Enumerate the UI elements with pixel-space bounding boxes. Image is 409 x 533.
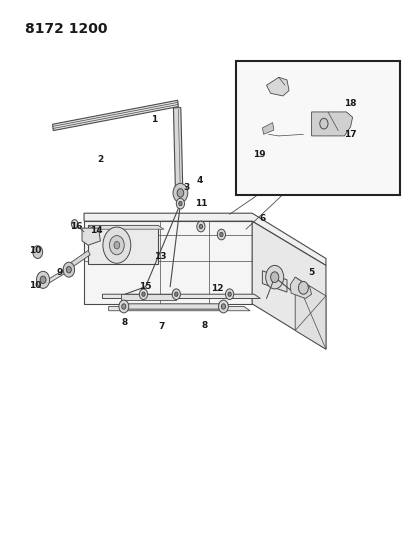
Circle shape: [270, 272, 278, 282]
Polygon shape: [294, 277, 325, 349]
Text: 7: 7: [158, 322, 165, 330]
Circle shape: [199, 224, 202, 229]
Text: 18: 18: [344, 100, 356, 108]
Text: 3: 3: [183, 183, 189, 192]
Circle shape: [176, 198, 184, 209]
Polygon shape: [173, 108, 182, 193]
Polygon shape: [82, 228, 100, 245]
Polygon shape: [311, 112, 352, 136]
Text: 14: 14: [90, 226, 102, 235]
Text: 10: 10: [29, 246, 41, 255]
Bar: [235, 61, 399, 195]
Text: 1: 1: [150, 116, 157, 124]
Circle shape: [218, 300, 228, 313]
Circle shape: [173, 183, 187, 203]
Polygon shape: [102, 294, 260, 298]
Circle shape: [33, 246, 43, 259]
Circle shape: [217, 229, 225, 240]
Circle shape: [172, 289, 180, 300]
Circle shape: [103, 227, 130, 263]
Text: 8: 8: [121, 318, 128, 327]
Text: 19: 19: [252, 150, 265, 159]
Circle shape: [121, 304, 126, 309]
Text: 2: 2: [97, 156, 103, 164]
Polygon shape: [121, 294, 176, 300]
Circle shape: [221, 304, 225, 309]
Circle shape: [319, 118, 327, 129]
Polygon shape: [108, 306, 249, 311]
Polygon shape: [88, 225, 164, 229]
Text: 16: 16: [70, 222, 82, 231]
Polygon shape: [252, 221, 325, 349]
Text: 12: 12: [211, 285, 223, 293]
Circle shape: [139, 289, 147, 300]
Text: 11: 11: [195, 199, 207, 208]
Polygon shape: [52, 100, 178, 131]
Polygon shape: [262, 271, 286, 292]
Circle shape: [178, 201, 182, 206]
Text: 10: 10: [29, 281, 41, 289]
Text: 6: 6: [258, 214, 265, 223]
Circle shape: [114, 241, 119, 249]
Circle shape: [225, 289, 233, 300]
Text: 15: 15: [139, 282, 151, 291]
Circle shape: [219, 232, 222, 237]
Text: 8: 8: [201, 321, 208, 329]
Polygon shape: [266, 77, 288, 96]
Polygon shape: [63, 251, 90, 272]
Text: 4: 4: [196, 176, 203, 184]
Circle shape: [265, 265, 283, 289]
Circle shape: [227, 292, 231, 296]
Text: 17: 17: [344, 130, 356, 139]
Polygon shape: [84, 213, 325, 265]
Circle shape: [66, 266, 71, 273]
Text: 9: 9: [56, 269, 63, 277]
Circle shape: [142, 292, 145, 296]
Polygon shape: [290, 277, 311, 298]
Circle shape: [119, 300, 128, 313]
Polygon shape: [88, 225, 157, 264]
Circle shape: [71, 220, 78, 228]
Text: 5: 5: [308, 269, 314, 277]
Text: 13: 13: [153, 253, 166, 261]
Circle shape: [63, 262, 74, 277]
Circle shape: [109, 236, 124, 255]
Polygon shape: [262, 123, 273, 134]
Circle shape: [36, 271, 49, 288]
Polygon shape: [84, 221, 252, 304]
Text: 8172 1200: 8172 1200: [25, 22, 107, 36]
Circle shape: [177, 189, 183, 197]
Circle shape: [196, 221, 204, 232]
Circle shape: [174, 292, 178, 296]
Polygon shape: [41, 268, 67, 288]
Polygon shape: [121, 304, 227, 309]
Circle shape: [40, 276, 46, 284]
Circle shape: [298, 281, 308, 294]
